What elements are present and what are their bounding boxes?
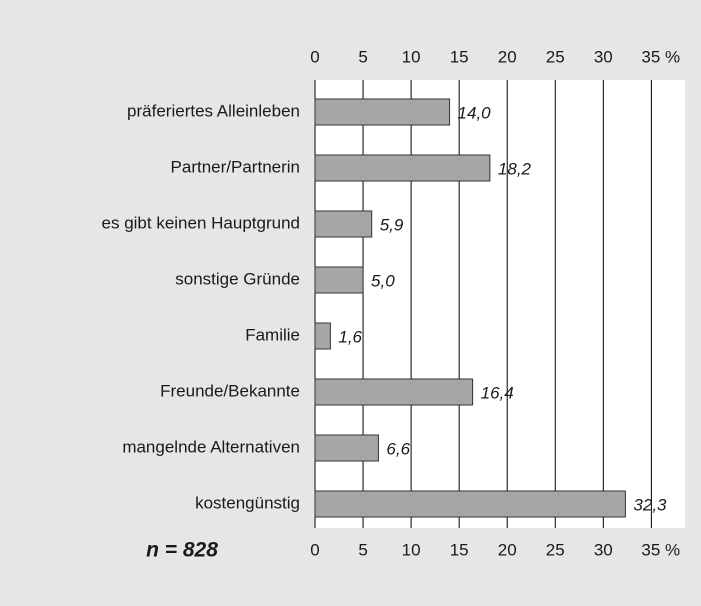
x-tick-label-top: 0 xyxy=(310,47,319,66)
x-tick-label-bottom: 5 xyxy=(358,540,367,559)
y-tick-label: mangelnde Alternativen xyxy=(122,437,300,456)
bar xyxy=(314,490,626,518)
value-label: 18,2 xyxy=(498,159,532,178)
x-tick-label-bottom: 10 xyxy=(402,540,421,559)
bar xyxy=(314,378,474,406)
x-tick-label-bottom: 0 xyxy=(310,540,319,559)
y-tick-label: kostengünstig xyxy=(195,493,300,512)
bar xyxy=(314,266,364,294)
x-tick-label-top: 30 xyxy=(594,47,613,66)
x-tick-label-top: 20 xyxy=(498,47,517,66)
bar xyxy=(314,154,491,182)
value-label: 1,6 xyxy=(338,327,362,346)
y-tick-label: präferiertes Alleinleben xyxy=(127,101,300,120)
bar xyxy=(314,322,331,350)
bar xyxy=(314,210,373,238)
x-tick-label-top: 25 xyxy=(546,47,565,66)
value-label: 14,0 xyxy=(458,103,492,122)
x-tick-label-top: 10 xyxy=(402,47,421,66)
value-label: 5,9 xyxy=(380,215,404,234)
annotation: n = 828 xyxy=(146,539,218,562)
y-tick-label: Partner/Partnerin xyxy=(171,157,300,176)
y-tick-label: sonstige Gründe xyxy=(175,269,300,288)
x-tick-label-bottom: 35 % xyxy=(641,540,680,559)
x-tick-label-top: 15 xyxy=(450,47,469,66)
x-tick-label-bottom: 25 xyxy=(546,540,565,559)
x-tick-label-bottom: 30 xyxy=(594,540,613,559)
y-tick-label: Freunde/Bekannte xyxy=(160,381,300,400)
x-tick-label-bottom: 20 xyxy=(498,540,517,559)
y-tick-label: es gibt keinen Hauptgrund xyxy=(102,213,300,232)
value-label: 16,4 xyxy=(481,383,514,402)
value-label: 32,3 xyxy=(633,495,667,514)
x-tick-label-bottom: 15 xyxy=(450,540,469,559)
x-tick-label-top: 5 xyxy=(358,47,367,66)
bar xyxy=(314,98,451,126)
value-label: 6,6 xyxy=(386,439,410,458)
value-label: 5,0 xyxy=(371,271,395,290)
y-tick-label: Familie xyxy=(245,325,300,344)
bar xyxy=(314,434,379,462)
x-tick-label-top: 35 % xyxy=(641,47,680,66)
